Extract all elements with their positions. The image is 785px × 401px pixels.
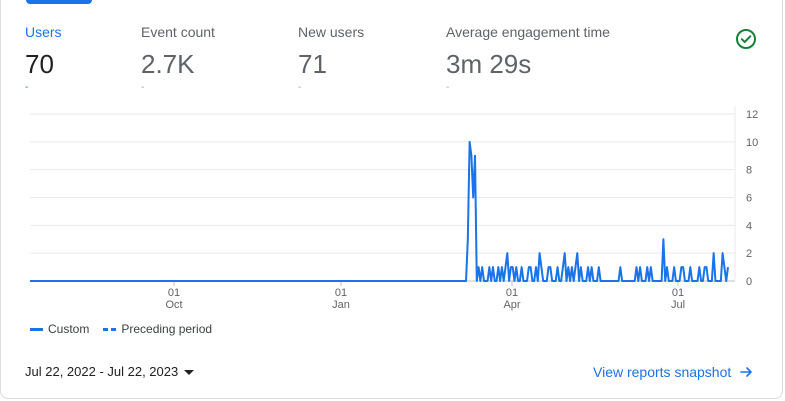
metric-label: New users (298, 24, 365, 40)
metric-label: Average engagement time (446, 24, 610, 40)
series-line-custom (30, 140, 729, 282)
legend-label-preceding: Preceding period (121, 322, 213, 336)
metric-new-users[interactable]: New users 71 - (298, 22, 364, 94)
metric-value: 3m 29s (446, 49, 532, 79)
y-tick-label: 2 (746, 248, 752, 260)
chart-legend: Custom Preceding period (30, 322, 226, 336)
dashed-line-swatch (103, 327, 117, 331)
x-tick-day-label: 01 (168, 287, 180, 299)
view-link-label: View reports snapshot (593, 364, 732, 380)
y-tick-label: 8 (746, 165, 752, 177)
x-tick-day-label: 01 (672, 287, 684, 299)
metric-label: Users (25, 24, 62, 40)
metric-delta: - (141, 82, 145, 93)
metric-delta: - (298, 82, 302, 93)
view-reports-snapshot-link[interactable]: View reports snapshot (593, 364, 753, 380)
check-circle-icon[interactable] (733, 26, 759, 52)
x-tick-month-label: Jul (671, 299, 685, 311)
caret-down-icon (184, 369, 195, 375)
arrow-right-icon (739, 365, 753, 379)
x-tick-day-label: 01 (335, 287, 347, 299)
x-tick-month-label: Jan (332, 299, 350, 311)
y-tick-label: 10 (746, 137, 758, 149)
line-chart: 0 2 4 6 8 10 12 01 Oct 01 Jan 01 Apr 01 Jul (0, 100, 785, 315)
metric-event-count[interactable]: Event count 2.7K - (141, 22, 215, 94)
y-tick-label: 6 (746, 193, 752, 205)
x-tick-day-label: 01 (506, 287, 518, 299)
legend-label-custom: Custom (48, 322, 90, 336)
metric-delta: - (25, 82, 29, 93)
date-range-label: Jul 22, 2022 - Jul 22, 2023 (25, 364, 179, 379)
metric-value: 2.7K (141, 49, 195, 79)
legend-item-preceding: Preceding period (103, 322, 212, 336)
metric-value: 71 (298, 49, 327, 79)
y-tick-label: 12 (746, 109, 758, 121)
legend-item-custom: Custom (30, 322, 89, 336)
metric-label: Event count (141, 24, 215, 40)
y-tick-label: 4 (746, 220, 752, 232)
solid-line-swatch (30, 327, 43, 331)
x-tick-month-label: Apr (503, 299, 520, 311)
y-tick-label: 0 (746, 276, 752, 288)
date-range-dropdown[interactable]: Jul 22, 2022 - Jul 22, 2023 (25, 364, 195, 379)
active-tab-indicator (26, 0, 92, 4)
metric-avg-engagement-time[interactable]: Average engagement time 3m 29s - (446, 22, 610, 94)
metric-delta: - (446, 82, 450, 93)
x-tick-month-label: Oct (165, 299, 182, 311)
metric-value: 70 (25, 49, 54, 79)
metric-users[interactable]: Users 70 - (25, 22, 62, 94)
